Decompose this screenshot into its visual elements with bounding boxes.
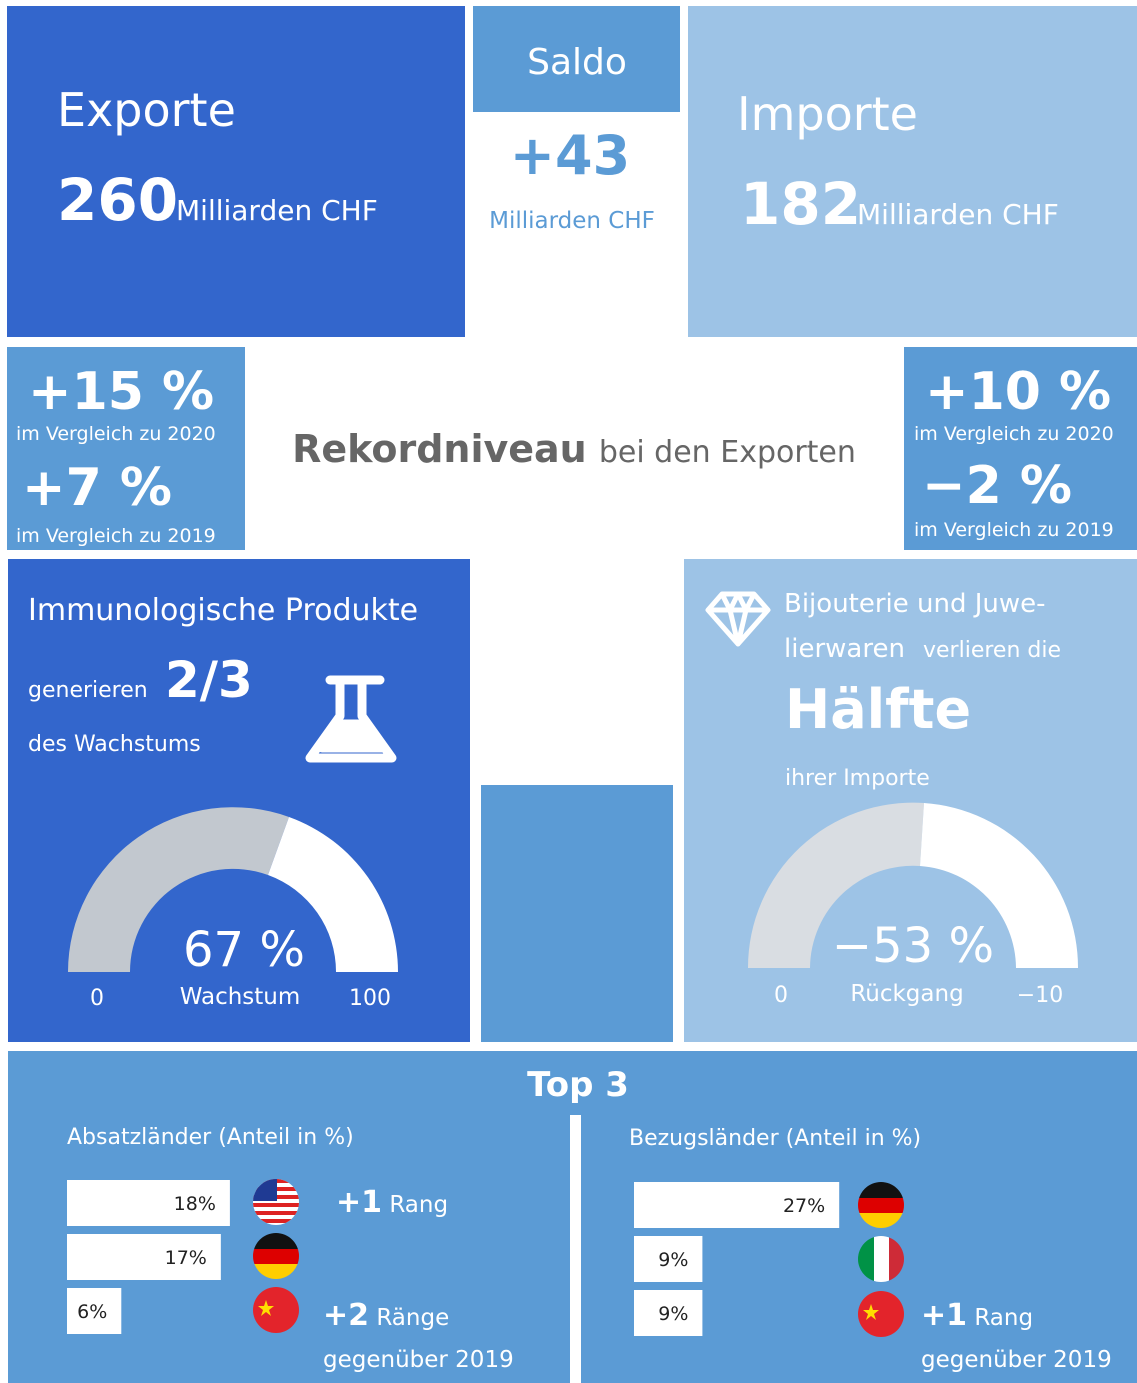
rank-change: +1 bbox=[921, 1298, 967, 1333]
change-label: im Vergleich zu 2020 bbox=[914, 423, 1114, 445]
panel-title: Absatzländer (Anteil in %) bbox=[67, 1125, 354, 1150]
jewelry-post: ihrer Importe bbox=[785, 766, 930, 791]
bar bbox=[634, 1182, 840, 1228]
rank-word: Rang bbox=[389, 1192, 448, 1218]
flag-it bbox=[858, 1236, 904, 1282]
rank-change: +2 bbox=[323, 1298, 369, 1333]
change-value: +10 % bbox=[925, 362, 1111, 422]
footnote: gegenüber 2019 bbox=[323, 1347, 514, 1373]
gauge-min: 0 bbox=[90, 986, 104, 1011]
gauge-caption: Rückgang bbox=[850, 981, 963, 1007]
change-value: −2 % bbox=[922, 456, 1072, 516]
bars: 18% 17% 6% 27% 9% 9% bbox=[67, 1180, 840, 1336]
balance-box bbox=[473, 6, 680, 112]
flag-cn bbox=[858, 1291, 904, 1337]
gauge-fill bbox=[68, 807, 289, 972]
immuno-value: 2/3 bbox=[165, 651, 253, 709]
flag-de bbox=[253, 1233, 299, 1279]
bar-label: 9% bbox=[658, 1249, 688, 1271]
flag-cn-star bbox=[863, 1304, 879, 1320]
gauge-rest bbox=[268, 817, 398, 972]
rank-note: +1 Rang bbox=[336, 1185, 448, 1220]
flag-de bbox=[858, 1182, 904, 1228]
gauge-value: −53 % bbox=[832, 918, 994, 974]
bar bbox=[67, 1180, 230, 1226]
flag-us bbox=[253, 1179, 299, 1225]
bar bbox=[67, 1288, 122, 1334]
imports-unit: Milliarden CHF bbox=[857, 198, 1059, 231]
rank-word: Rang bbox=[974, 1305, 1033, 1331]
rank-note: +2 Ränge bbox=[323, 1298, 449, 1333]
top3-title: Top 3 bbox=[527, 1065, 629, 1105]
exports-value: 260 bbox=[57, 166, 178, 234]
immuno-post: des Wachstums bbox=[28, 732, 201, 757]
imports-box bbox=[688, 6, 1137, 337]
imports-title: Importe bbox=[737, 87, 918, 141]
jewelry-value: Hälfte bbox=[785, 678, 971, 741]
exports-change-box bbox=[7, 347, 245, 550]
rank-word: Ränge bbox=[376, 1305, 449, 1331]
flag-cn bbox=[253, 1287, 299, 1333]
change-label: im Vergleich zu 2019 bbox=[914, 519, 1114, 541]
bar-label: 6% bbox=[77, 1301, 107, 1323]
imports-value: 182 bbox=[740, 170, 861, 238]
flask-icon bbox=[305, 675, 397, 763]
flag-cn-star bbox=[258, 1300, 274, 1316]
gauge-value: 67 % bbox=[183, 922, 305, 978]
bar-label: 17% bbox=[165, 1247, 207, 1269]
exports-title: Exporte bbox=[57, 83, 236, 137]
jewelry-title: Bijouterie und Juwe- bbox=[784, 589, 1046, 619]
headline-rest: bei den Exporten bbox=[599, 435, 856, 470]
immuno-title: Immunologische Produkte bbox=[28, 593, 418, 628]
balance-value: +43 bbox=[510, 124, 630, 187]
jewelry-verb: verlieren die bbox=[923, 638, 1061, 663]
gauge-fill bbox=[747, 802, 924, 968]
gauge-caption: Wachstum bbox=[180, 984, 301, 1010]
rank-change: +1 bbox=[336, 1185, 382, 1220]
gauge-rest bbox=[920, 803, 1079, 968]
headline-bold: Rekordniveau bbox=[292, 427, 587, 471]
balance-title: Saldo bbox=[527, 42, 627, 83]
balance-unit: Milliarden CHF bbox=[489, 208, 655, 234]
gauge-max: −10 bbox=[1017, 983, 1063, 1008]
change-label: im Vergleich zu 2020 bbox=[16, 423, 216, 445]
change-value: +15 % bbox=[28, 362, 214, 422]
bar bbox=[67, 1234, 221, 1280]
exports-box bbox=[7, 6, 465, 337]
filler-box bbox=[481, 785, 673, 1042]
diamond-icon bbox=[705, 591, 771, 647]
exports-unit: Milliarden CHF bbox=[176, 194, 378, 227]
change-value: +7 % bbox=[22, 458, 172, 518]
change-label: im Vergleich zu 2019 bbox=[16, 525, 216, 547]
divider bbox=[570, 1115, 581, 1383]
rank-note: +1 Rang bbox=[921, 1298, 1033, 1333]
panel-title: Bezugsländer (Anteil in %) bbox=[629, 1126, 921, 1151]
bar bbox=[634, 1290, 703, 1336]
immuno-pre: generieren bbox=[28, 678, 148, 703]
imports-change-box bbox=[904, 347, 1137, 550]
footnote: gegenüber 2019 bbox=[921, 1347, 1112, 1373]
jewelry-title: lierwaren bbox=[784, 634, 905, 664]
bar-label: 9% bbox=[658, 1303, 688, 1325]
bar-label: 18% bbox=[174, 1193, 216, 1215]
gauge-min: 0 bbox=[774, 983, 788, 1008]
bar-label: 27% bbox=[783, 1195, 825, 1217]
bar bbox=[634, 1236, 703, 1282]
gauge-max: 100 bbox=[349, 986, 391, 1011]
headline: Rekordniveau bei den Exporten bbox=[292, 427, 856, 471]
